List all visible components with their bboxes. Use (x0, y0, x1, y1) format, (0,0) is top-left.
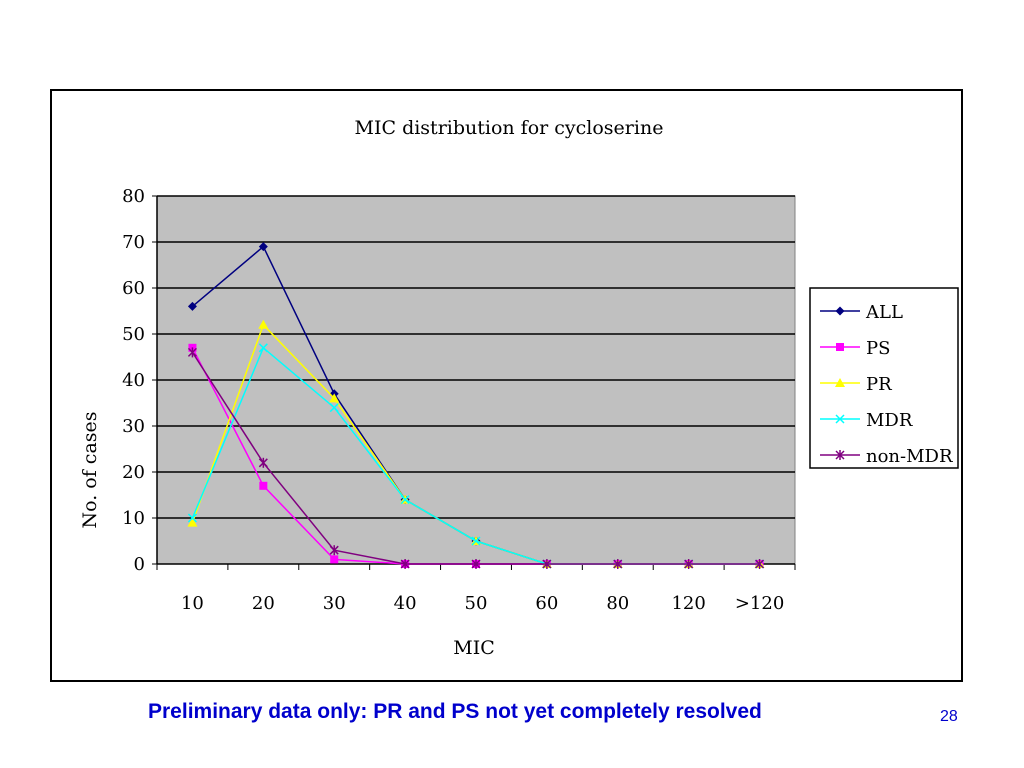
data-point (329, 403, 339, 413)
legend-label: non-MDR (866, 446, 953, 467)
y-axis-label: No. of cases (79, 411, 101, 528)
data-point (187, 301, 197, 311)
legend-box (809, 287, 959, 469)
x-tick-label: 50 (465, 593, 488, 614)
y-tick-label: 20 (122, 462, 145, 483)
chart-frame: MIC distribution for cycloserine MIC No.… (50, 89, 963, 682)
legend-label: ALL (865, 302, 903, 323)
legend-marker (835, 378, 845, 387)
data-point (259, 481, 268, 490)
data-point (684, 559, 694, 569)
data-point (258, 319, 269, 329)
x-axis-label: MIC (453, 637, 495, 659)
data-point (400, 559, 410, 569)
y-tick-label: 30 (122, 416, 145, 437)
page-number: 28 (940, 708, 958, 725)
x-tick-label: 30 (323, 593, 346, 614)
y-tick-label: 60 (122, 278, 145, 299)
data-point (258, 242, 268, 252)
data-point (187, 513, 197, 523)
chart-title: MIC distribution for cycloserine (355, 117, 664, 139)
x-tick-label: 80 (606, 593, 629, 614)
data-point (755, 559, 765, 569)
legend-marker (835, 306, 845, 316)
slide-caption: Preliminary data only: PR and PS not yet… (148, 700, 762, 723)
y-tick-label: 0 (134, 554, 145, 575)
x-tick-label: >120 (735, 593, 784, 614)
plot-area: 0 10 20 30 40 50 60 70 80 10 20 30 40 50 60 80 120 >120 (122, 186, 796, 614)
y-tick-label: 80 (122, 186, 145, 207)
x-tick-label: 20 (252, 593, 275, 614)
x-tick-label: 60 (535, 593, 558, 614)
x-tick-label: 40 (394, 593, 417, 614)
data-point (329, 545, 339, 556)
legend-marker (835, 450, 845, 460)
data-point (471, 536, 481, 546)
data-point (258, 457, 268, 468)
data-point (330, 555, 339, 564)
legend: ALL PS PR MDR non-MDR (809, 287, 959, 469)
legend-label: PS (866, 338, 890, 359)
data-point (400, 495, 410, 505)
x-tick-label: 10 (181, 593, 204, 614)
y-tick-label: 70 (122, 232, 145, 253)
x-tick-label: 120 (671, 593, 705, 614)
data-point (187, 517, 198, 527)
data-point (187, 347, 197, 358)
legend-marker (835, 414, 845, 424)
legend-label: PR (866, 374, 892, 395)
data-point (258, 343, 268, 353)
legend-marker (836, 343, 844, 351)
data-point (471, 559, 481, 569)
y-tick-label: 10 (122, 508, 145, 529)
legend-label: MDR (866, 410, 913, 431)
data-point (542, 559, 552, 569)
y-tick-label: 50 (122, 324, 145, 345)
data-point (329, 393, 340, 403)
y-tick-label: 40 (122, 370, 145, 391)
line-chart: MIC distribution for cycloserine MIC No.… (79, 117, 959, 659)
data-point (613, 559, 623, 569)
